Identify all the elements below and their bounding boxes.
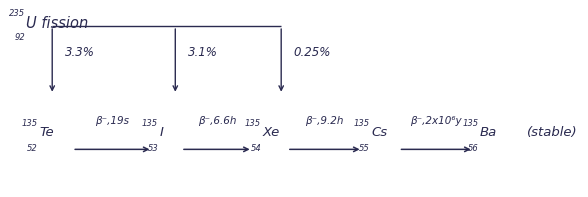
Text: 235: 235 (9, 9, 25, 18)
Text: β⁻,2x10⁶y: β⁻,2x10⁶y (410, 116, 462, 126)
Text: 56: 56 (468, 144, 479, 153)
Text: 52: 52 (27, 144, 38, 153)
Text: I: I (159, 126, 163, 139)
Text: 3.3%: 3.3% (65, 46, 95, 59)
Text: 135: 135 (354, 119, 370, 128)
Text: 135: 135 (142, 119, 158, 128)
Text: 92: 92 (15, 33, 25, 42)
Text: 53: 53 (148, 144, 158, 153)
Text: 55: 55 (359, 144, 370, 153)
Text: 3.1%: 3.1% (188, 46, 218, 59)
Text: 135: 135 (463, 119, 479, 128)
Text: β⁻,19s: β⁻,19s (95, 116, 129, 126)
Text: Te: Te (39, 126, 54, 139)
Text: U fission: U fission (26, 16, 89, 31)
Text: 135: 135 (22, 119, 38, 128)
Text: 54: 54 (250, 144, 261, 153)
Text: Xe: Xe (262, 126, 279, 139)
Text: 0.25%: 0.25% (294, 46, 331, 59)
Text: Cs: Cs (371, 126, 387, 139)
Text: Ba: Ba (480, 126, 497, 139)
Text: β⁻,6.6h: β⁻,6.6h (198, 116, 236, 126)
Text: 135: 135 (245, 119, 261, 128)
Text: (stable): (stable) (527, 126, 578, 139)
Text: β⁻,9.2h: β⁻,9.2h (305, 116, 344, 126)
